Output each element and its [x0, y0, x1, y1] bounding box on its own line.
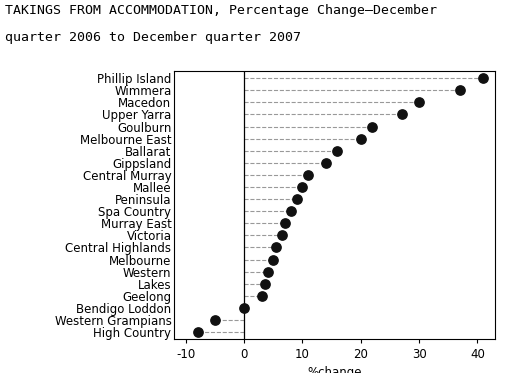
Point — [193, 329, 201, 335]
Point — [333, 148, 341, 154]
Text: quarter 2006 to December quarter 2007: quarter 2006 to December quarter 2007 — [5, 31, 301, 44]
Point — [415, 99, 423, 105]
Point — [369, 123, 377, 129]
Point — [269, 257, 277, 263]
Point — [264, 269, 272, 275]
Point — [211, 317, 219, 323]
Text: TAKINGS FROM ACCOMMODATION, Percentage Change—December: TAKINGS FROM ACCOMMODATION, Percentage C… — [5, 4, 437, 17]
Point — [397, 112, 406, 117]
Point — [278, 232, 286, 238]
X-axis label: %change: %change — [308, 366, 362, 373]
Point — [456, 87, 464, 93]
Point — [292, 196, 300, 202]
Point — [281, 220, 289, 226]
Point — [298, 184, 307, 190]
Point — [258, 293, 266, 299]
Point — [357, 136, 365, 142]
Point — [287, 208, 295, 214]
Point — [272, 245, 280, 251]
Point — [479, 75, 487, 81]
Point — [240, 305, 248, 311]
Point — [261, 281, 269, 287]
Point — [305, 172, 313, 178]
Point — [322, 160, 330, 166]
